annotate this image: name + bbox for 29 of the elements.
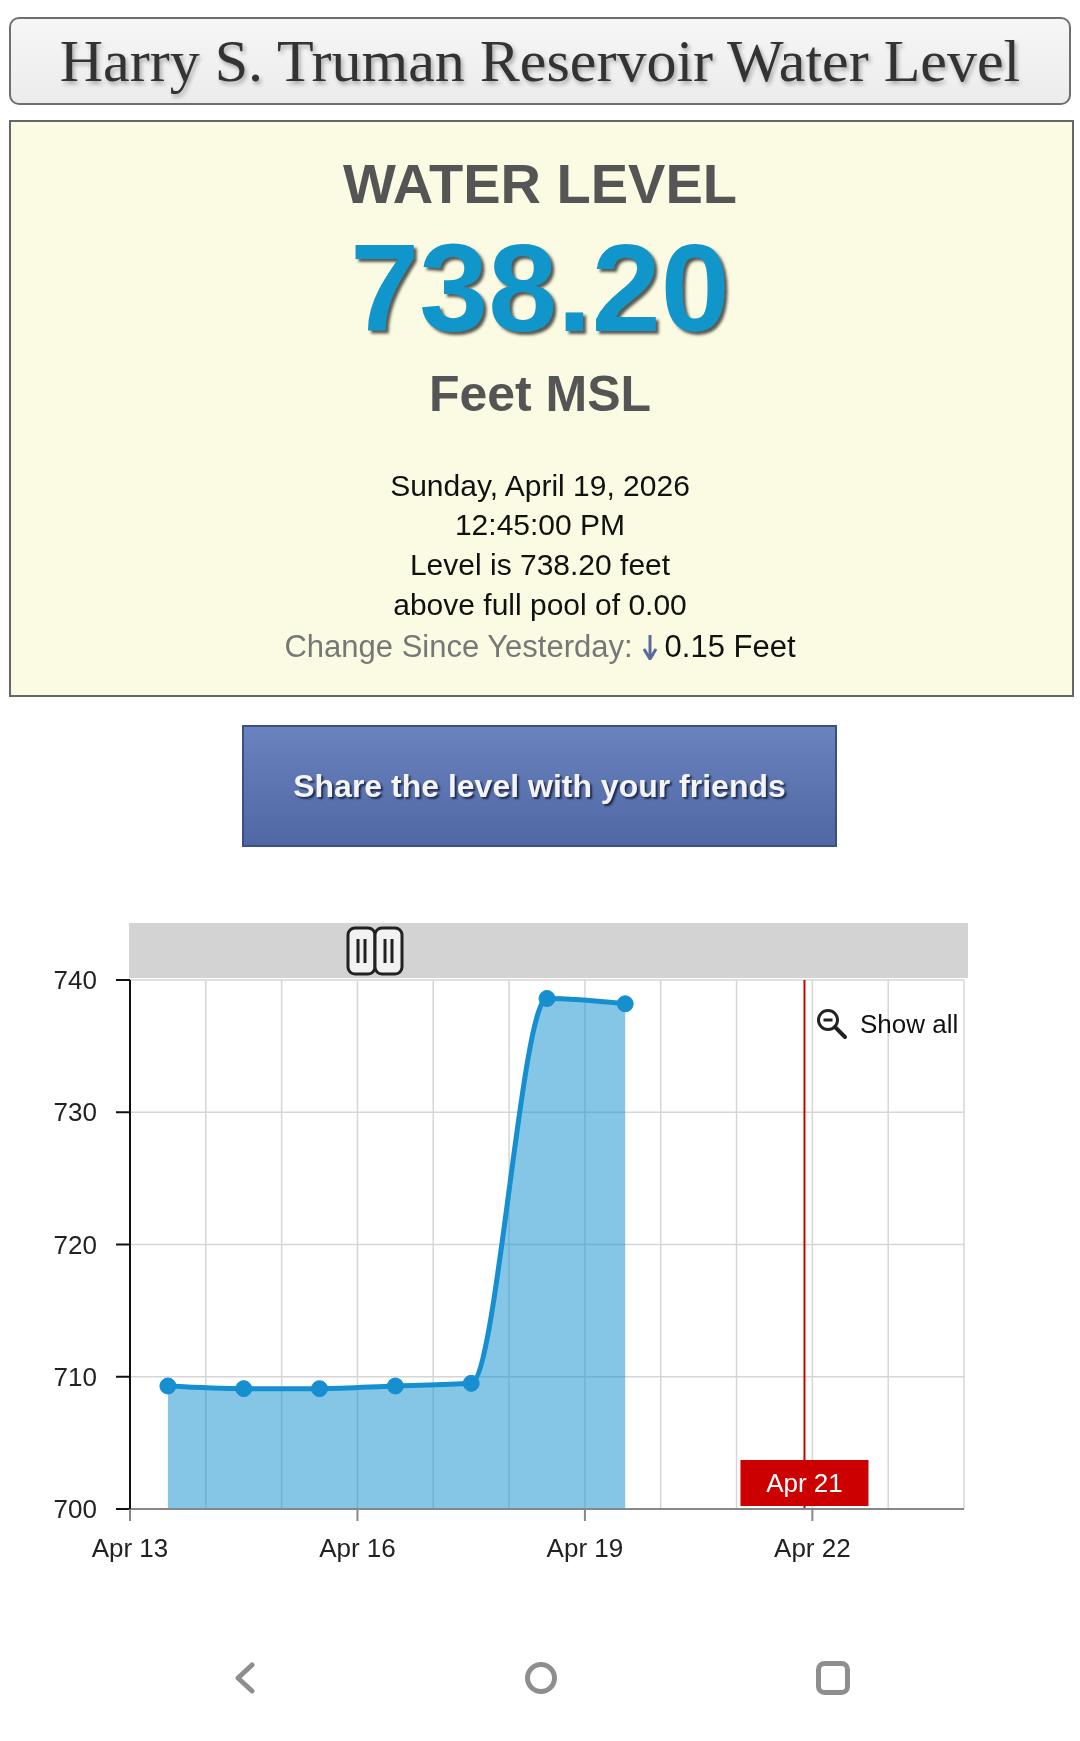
point (538, 990, 556, 1008)
point (311, 1380, 329, 1398)
annotation: Show all (860, 1008, 959, 1040)
text: WATER LEVEL (342, 150, 738, 217)
y-tick-label: 730 (53, 1097, 97, 1128)
chart-title: Harry S. Truman Reservoir Water Level (59, 26, 1021, 96)
text: 738.20 (350, 217, 730, 359)
y-tick-label: 720 (53, 1229, 97, 1260)
y-tick-label: 740 (53, 965, 97, 996)
text: Feet MSL (428, 365, 652, 424)
text: Level is 738.20 feet (409, 547, 671, 583)
x-tick-label: Apr 19 (546, 1533, 624, 1563)
x-tick-label: Apr 13 (91, 1533, 169, 1563)
y-tick-label: 700 (53, 1494, 97, 1525)
point (235, 1380, 253, 1398)
text: 12:45:00 PM (454, 507, 626, 543)
ref-line-label: Apr 21 (766, 1468, 843, 1498)
text: 0.15 Feet (664, 628, 796, 666)
text: Sunday, April 19, 2026 (390, 468, 690, 504)
y-tick-label: 710 (53, 1361, 97, 1392)
share-button: Share the level with your friends (242, 725, 837, 847)
point (159, 1377, 177, 1395)
point (462, 1374, 480, 1392)
text: above full pool of 0.00 (393, 587, 687, 623)
point (616, 995, 634, 1013)
x-tick-label: Apr 16 (319, 1533, 396, 1563)
point (386, 1377, 404, 1395)
x-tick-label: Apr 22 (774, 1533, 851, 1563)
text: Change Since Yesterday: (284, 628, 633, 666)
